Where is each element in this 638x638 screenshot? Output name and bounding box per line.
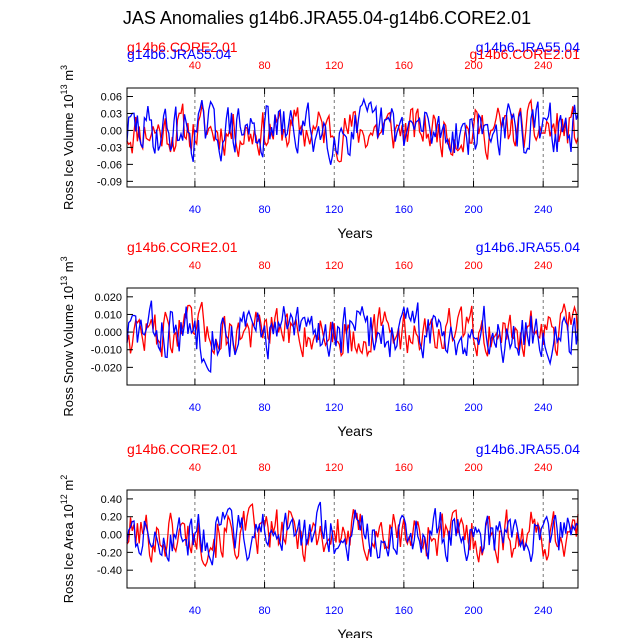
y-tick-label: 0.00 (101, 530, 122, 542)
series-line-jra55 (126, 501, 579, 566)
y-tick-label: 0.20 (101, 512, 122, 524)
x-tick-label-bottom: 40 (189, 402, 201, 414)
x-tick-label-top: 240 (534, 60, 552, 72)
plot-frame (126, 87, 579, 188)
x-tick-label-bottom: 200 (464, 402, 482, 414)
series-line-jra55 (126, 97, 579, 165)
y-tick-label: -0.06 (97, 159, 122, 171)
x-tick-label-bottom: 160 (395, 605, 413, 617)
x-tick-label-top: 200 (464, 260, 482, 272)
series-line-core2 (126, 502, 579, 568)
legend-left-2: g14b6.JRA55.04 (127, 46, 232, 62)
y-tick-label: 0.010 (94, 309, 122, 321)
x-tick-label-top: 40 (189, 260, 201, 272)
series-line-jra55 (126, 300, 579, 374)
x-tick-label-bottom: 80 (258, 204, 270, 216)
x-tick-label-bottom: 80 (258, 605, 270, 617)
figure-title: JAS Anomalies g14b6.JRA55.04-g14b6.CORE2… (123, 8, 531, 28)
y-axis-label-part: Ross Ice Area 10 (61, 504, 76, 603)
legend-left: g14b6.CORE2.01 (127, 441, 238, 457)
x-tick-label-top: 200 (464, 462, 482, 474)
y-tick-label: -0.20 (97, 547, 122, 559)
x-tick-label-top: 120 (325, 462, 343, 474)
y-axis-label-part: 13 (59, 84, 69, 94)
x-tick-label-bottom: 120 (325, 402, 343, 414)
legend-left: g14b6.CORE2.01 (127, 239, 238, 255)
y-axis-label-part: m (61, 70, 76, 84)
y-axis-label-part: m (61, 261, 76, 275)
y-tick-label: 0.40 (101, 494, 122, 506)
x-tick-label-bottom: 200 (464, 605, 482, 617)
y-tick-label: -0.40 (97, 565, 122, 577)
series-line-core2 (126, 301, 579, 358)
legend-right: g14b6.JRA55.04 (476, 239, 581, 255)
y-tick-label: 0.020 (94, 292, 122, 304)
x-tick-label-top: 120 (325, 260, 343, 272)
x-axis-label: Years (337, 626, 372, 638)
x-tick-label-bottom: 40 (189, 605, 201, 617)
legend-left: g14b6.CORE2.01 (127, 39, 238, 55)
y-tick-label: 0.06 (101, 91, 122, 103)
x-tick-label-top: 80 (258, 462, 270, 474)
y-axis-label-part: 13 (59, 276, 69, 286)
y-tick-label: 0.00 (101, 125, 122, 137)
x-tick-label-bottom: 160 (395, 402, 413, 414)
y-tick-label: -0.03 (97, 142, 122, 154)
y-tick-label: -0.09 (97, 176, 122, 188)
x-tick-label-bottom: 240 (534, 402, 552, 414)
legend-right: g14b6.JRA55.04 (476, 441, 581, 457)
x-tick-label-top: 160 (395, 60, 413, 72)
x-tick-label-top: 160 (395, 260, 413, 272)
y-axis-label: Ross Snow Volume 1013 m3 (59, 256, 76, 416)
y-axis-label-part: 12 (59, 494, 69, 504)
y-tick-label: 0.03 (101, 108, 122, 120)
plot-frame (126, 489, 579, 589)
y-axis-label-part: 2 (59, 475, 69, 480)
x-tick-label-top: 80 (258, 260, 270, 272)
y-tick-label: 0.000 (94, 327, 122, 339)
panel-2: 0.020 0.010 0.000 -0.010 -0.020 40 80 120 160 200… (59, 239, 580, 439)
x-tick-label-bottom: 40 (189, 204, 201, 216)
y-axis-label-part: m (61, 480, 76, 494)
x-tick-label-top: 160 (395, 462, 413, 474)
y-axis-label: Ross Ice Area 1012 m2 (59, 475, 76, 603)
x-tick-label-top: 200 (464, 60, 482, 72)
y-axis-label-part: 3 (59, 65, 69, 70)
x-tick-label-bottom: 200 (464, 204, 482, 216)
y-tick-label: -0.020 (91, 362, 122, 374)
panel-3: 0.40 0.20 0.00 -0.20 -0.40 40 80 120 160 200 240 40… (59, 441, 580, 638)
y-tick-label: -0.010 (91, 345, 122, 357)
x-tick-label-top: 240 (534, 260, 552, 272)
panel-1: 0.06 0.03 0.00 -0.03 -0.06 -0.09 40 80 120 160 200… (59, 39, 580, 241)
x-tick-label-top: 40 (189, 60, 201, 72)
x-axis-label: Years (337, 225, 372, 241)
y-axis-label-part: 3 (59, 256, 69, 261)
x-tick-label-bottom: 240 (534, 605, 552, 617)
plot-frame (126, 287, 579, 386)
legend-right-2: g14b6.CORE2.01 (469, 46, 580, 62)
x-tick-label-bottom: 120 (325, 605, 343, 617)
x-tick-label-bottom: 160 (395, 204, 413, 216)
x-axis-label: Years (337, 423, 372, 439)
x-tick-label-bottom: 120 (325, 204, 343, 216)
x-tick-label-bottom: 240 (534, 204, 552, 216)
x-tick-label-top: 80 (258, 60, 270, 72)
x-tick-label-top: 120 (325, 60, 343, 72)
x-tick-label-bottom: 80 (258, 402, 270, 414)
x-tick-label-top: 240 (534, 462, 552, 474)
y-axis-label: Ross Ice Volume 1013 m3 (59, 65, 76, 210)
y-axis-label-part: Ross Snow Volume 10 (61, 286, 76, 417)
x-tick-label-top: 40 (189, 462, 201, 474)
y-axis-label-part: Ross Ice Volume 10 (61, 94, 76, 210)
legend-right: g14b6.JRA55.04 (476, 39, 581, 55)
